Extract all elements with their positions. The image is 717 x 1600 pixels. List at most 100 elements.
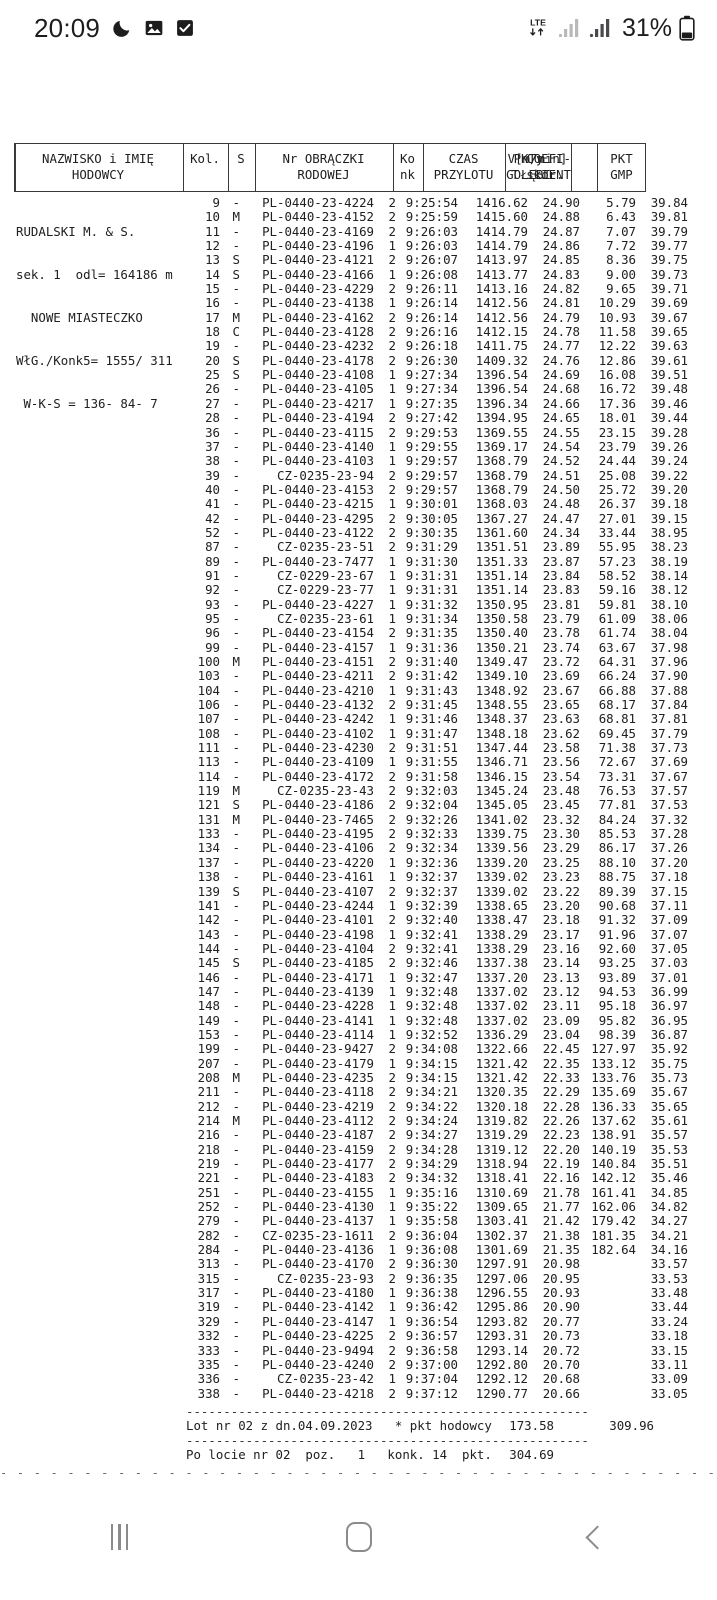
cell-velocity: 1394.95 [475, 410, 528, 426]
cell-sex: - [232, 481, 240, 497]
breeder-wlg-konk: WłG./Konk5= 1555/ 311 [16, 352, 173, 368]
back-button[interactable] [478, 1474, 717, 1600]
table-row: 317- PL-0440-23-4180 1 9:36:38 1296.55 20.93 3… [186, 1285, 688, 1301]
cell-arrival-time: 9:32:48 [405, 983, 458, 999]
cell-points-gmp: 35.65 [650, 1098, 688, 1114]
cell-sex: - [232, 998, 240, 1014]
cell-rank: 144 [197, 940, 220, 956]
cell-konk: 1 [388, 1055, 396, 1071]
cell-velocity: 1339.56 [475, 840, 528, 856]
cell-points-gmp: 33.09 [650, 1371, 688, 1387]
cell-points-pigeon: 23.13 [542, 969, 580, 985]
cell-points-pigeon: 21.77 [542, 1199, 580, 1215]
cell-rank: 138 [197, 869, 220, 885]
cell-konk: 2 [388, 1156, 396, 1172]
cell-points-pigeon: 22.29 [542, 1084, 580, 1100]
cell-arrival-time: 9:27:35 [405, 395, 458, 411]
cell-rank: 313 [197, 1256, 220, 1272]
cell-coefficient: 133.12 [591, 1055, 636, 1071]
cell-konk: 2 [388, 195, 396, 210]
cell-arrival-time: 9:34:27 [405, 1127, 458, 1143]
cell-konk: 1 [388, 754, 396, 770]
table-row: 89- PL-0440-23-7477 1 9:31:30 1351.33 23.87 57… [186, 553, 688, 569]
cell-sex: S [232, 883, 240, 899]
cell-rank: 216 [197, 1127, 220, 1143]
cell-arrival-time: 9:26:16 [405, 324, 458, 340]
table-row: 336- CZ-0235-23-42 1 9:37:04 1292.12 20.68 33.… [186, 1371, 688, 1386]
cell-points-gmp: 37.81 [650, 711, 688, 727]
cell-arrival-time: 9:26:08 [405, 266, 458, 282]
cell-arrival-time: 9:31:31 [405, 582, 458, 598]
cell-points-pigeon: 24.51 [542, 467, 580, 483]
cell-rank: 15 [205, 281, 220, 297]
cell-coefficient: 94.53 [598, 983, 636, 999]
cell-konk: 2 [388, 840, 396, 856]
cell-velocity: 1369.17 [475, 438, 528, 454]
cell-arrival-time: 9:31:34 [405, 610, 458, 626]
header-konk-line1: Ko [400, 151, 415, 166]
table-row: 119 M CZ-0235-23-43 2 9:32:03 1345.24 23.48 76.… [186, 783, 688, 799]
lot-summary-label: Lot nr 02 z dn.04.09.2023 * pkt hodowcy [186, 1418, 492, 1434]
cell-sex: S [232, 266, 240, 282]
cell-rank: 315 [197, 1270, 220, 1286]
cell-points-gmp: 39.15 [650, 510, 688, 526]
cell-points-pigeon: 20.73 [542, 1328, 580, 1344]
cell-points-pigeon: 20.93 [542, 1285, 580, 1301]
cell-coefficient: 73.31 [598, 768, 636, 784]
cell-arrival-time: 9:29:55 [405, 438, 458, 454]
cell-sex: - [232, 826, 240, 842]
cell-ring-number: PL-0440-23-4217 [262, 395, 374, 411]
cell-points-pigeon: 24.76 [542, 352, 580, 368]
cell-points-pigeon: 23.72 [542, 654, 580, 669]
cell-points-pigeon: 20.70 [542, 1356, 580, 1372]
cell-arrival-time: 9:31:30 [405, 553, 458, 569]
cell-ring-number: PL-0440-23-4105 [262, 381, 374, 397]
home-button[interactable] [239, 1474, 478, 1600]
cell-points-pigeon: 24.85 [542, 252, 580, 268]
cell-points-gmp: 34.82 [650, 1199, 688, 1215]
cell-arrival-time: 9:32:33 [405, 826, 458, 842]
cell-velocity: 1409.32 [475, 352, 528, 368]
cell-coefficient: 55.95 [598, 539, 636, 555]
cell-ring-number: PL-0440-23-4142 [262, 1299, 374, 1315]
cell-velocity: 1297.91 [475, 1256, 528, 1272]
cell-ring-number: PL-0440-23-4159 [262, 1141, 374, 1157]
table-row: 218- PL-0440-23-4159 2 9:34:28 1319.12 22.20 1… [186, 1141, 688, 1157]
cell-konk: 1 [388, 266, 396, 282]
cell-sex: - [232, 510, 240, 526]
cell-sex: - [232, 395, 240, 411]
cell-sex: - [232, 1227, 240, 1243]
table-row: 333- PL-0440-23-9494 2 9:36:58 1293.14 20.72 3… [186, 1343, 688, 1358]
cell-sex: - [232, 697, 240, 713]
cell-points-pigeon: 23.48 [542, 783, 580, 799]
cell-velocity: 1293.82 [475, 1313, 528, 1329]
cell-rank: 119 [197, 783, 220, 799]
cell-konk: 1 [388, 998, 396, 1014]
table-row: 17 M PL-0440-23-4162 2 9:26:14 1412.56 24.79 10… [186, 310, 688, 325]
table-header-gmp: PKT GMP [14, 144, 646, 191]
cell-velocity: 1367.27 [475, 510, 528, 526]
cell-sex: - [232, 711, 240, 727]
cell-points-pigeon: 23.12 [542, 983, 580, 999]
cell-ring-number: PL-0440-23-4210 [262, 682, 374, 698]
cell-sex: - [232, 467, 240, 483]
cell-sex: S [232, 352, 240, 368]
cell-rank: 338 [197, 1385, 220, 1401]
cell-points-gmp: 38.95 [650, 524, 688, 540]
cell-ring-number: PL-0440-23-4180 [262, 1285, 374, 1301]
cell-arrival-time: 9:32:41 [405, 940, 458, 956]
cell-points-gmp: 37.53 [650, 797, 688, 813]
cell-konk: 2 [388, 338, 396, 354]
cell-points-pigeon: 23.30 [542, 826, 580, 842]
cell-points-pigeon: 24.86 [542, 238, 580, 254]
cell-arrival-time: 9:32:26 [405, 811, 458, 827]
cell-sex: M [232, 654, 240, 669]
cell-points-gmp: 37.05 [650, 940, 688, 956]
cell-points-gmp: 37.07 [650, 926, 688, 942]
cell-velocity: 1396.54 [475, 367, 528, 383]
cell-coefficient: 59.81 [598, 596, 636, 612]
recents-button[interactable] [0, 1474, 239, 1600]
cell-ring-number: PL-0440-23-4118 [262, 1084, 374, 1100]
cell-ring-number: PL-0440-23-4108 [262, 367, 374, 383]
cell-velocity: 1350.58 [475, 610, 528, 626]
